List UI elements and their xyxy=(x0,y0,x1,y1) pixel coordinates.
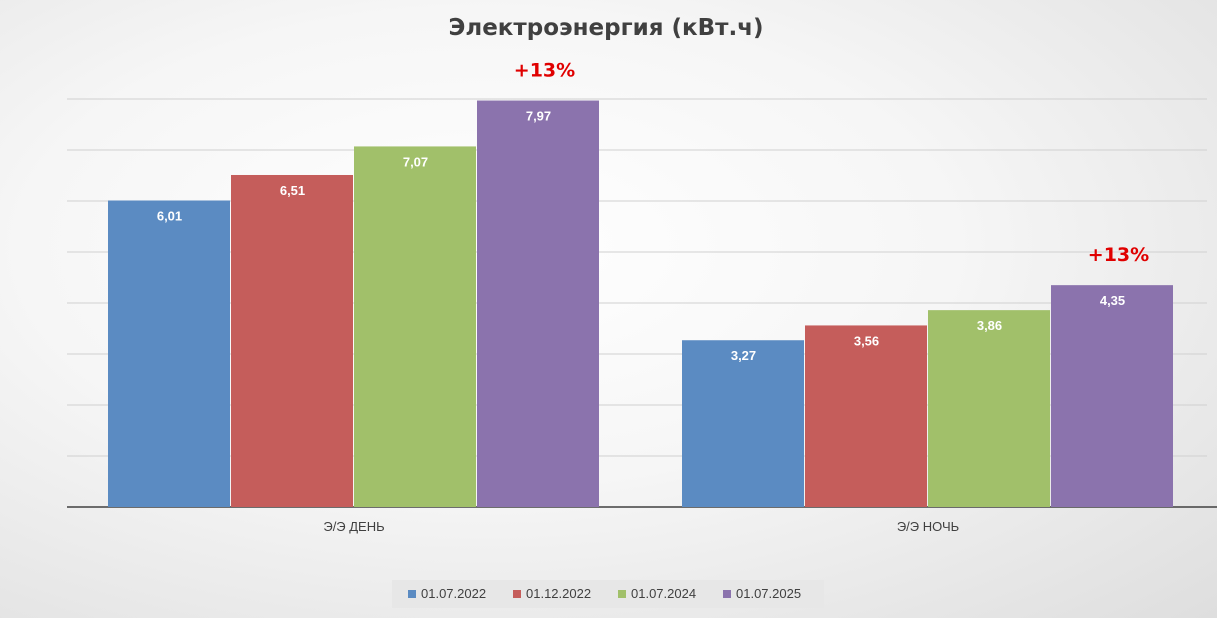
data-labels: 6,01 6,51 7,07 7,97 3,27 3,56 3,86 4,35 xyxy=(157,109,1125,364)
data-label: 4,35 xyxy=(1100,293,1125,308)
data-label: 3,86 xyxy=(977,318,1002,333)
annotation-label: +13% xyxy=(514,60,575,82)
bar xyxy=(928,310,1050,507)
bar xyxy=(477,100,599,507)
legend-swatch xyxy=(618,590,626,598)
data-label: 7,07 xyxy=(403,154,428,169)
data-label: 6,51 xyxy=(280,183,305,198)
legend-label: 01.07.2025 xyxy=(736,586,801,601)
bars xyxy=(108,100,1173,508)
legend: 01.07.2022 01.12.2022 01.07.2024 01.07.2025 xyxy=(392,580,824,608)
bar xyxy=(354,146,476,507)
legend-swatch xyxy=(408,590,416,598)
category-label: Э/Э НОЧЬ xyxy=(897,519,959,534)
annotations: +13% +13% xyxy=(514,60,1149,267)
bar xyxy=(805,325,927,507)
legend-swatch xyxy=(723,590,731,598)
annotation-label: +13% xyxy=(1088,244,1149,266)
legend-label: 01.07.2022 xyxy=(421,586,486,601)
legend-label: 01.12.2022 xyxy=(526,586,591,601)
category-label: Э/Э ДЕНЬ xyxy=(323,519,384,534)
legend-box xyxy=(392,580,824,608)
bar xyxy=(108,200,230,508)
legend-label: 01.07.2024 xyxy=(631,586,696,601)
category-labels: Э/Э ДЕНЬ Э/Э НОЧЬ xyxy=(323,519,959,534)
legend-swatch xyxy=(513,590,521,598)
data-label: 7,97 xyxy=(526,109,551,124)
chart-title: Электроэнергия (кВт.ч) xyxy=(448,15,763,41)
bar xyxy=(1051,285,1173,507)
data-label: 3,56 xyxy=(854,333,879,348)
data-label: 6,01 xyxy=(157,208,182,223)
bar xyxy=(682,340,804,507)
bar xyxy=(231,174,353,508)
data-label: 3,27 xyxy=(731,348,756,363)
